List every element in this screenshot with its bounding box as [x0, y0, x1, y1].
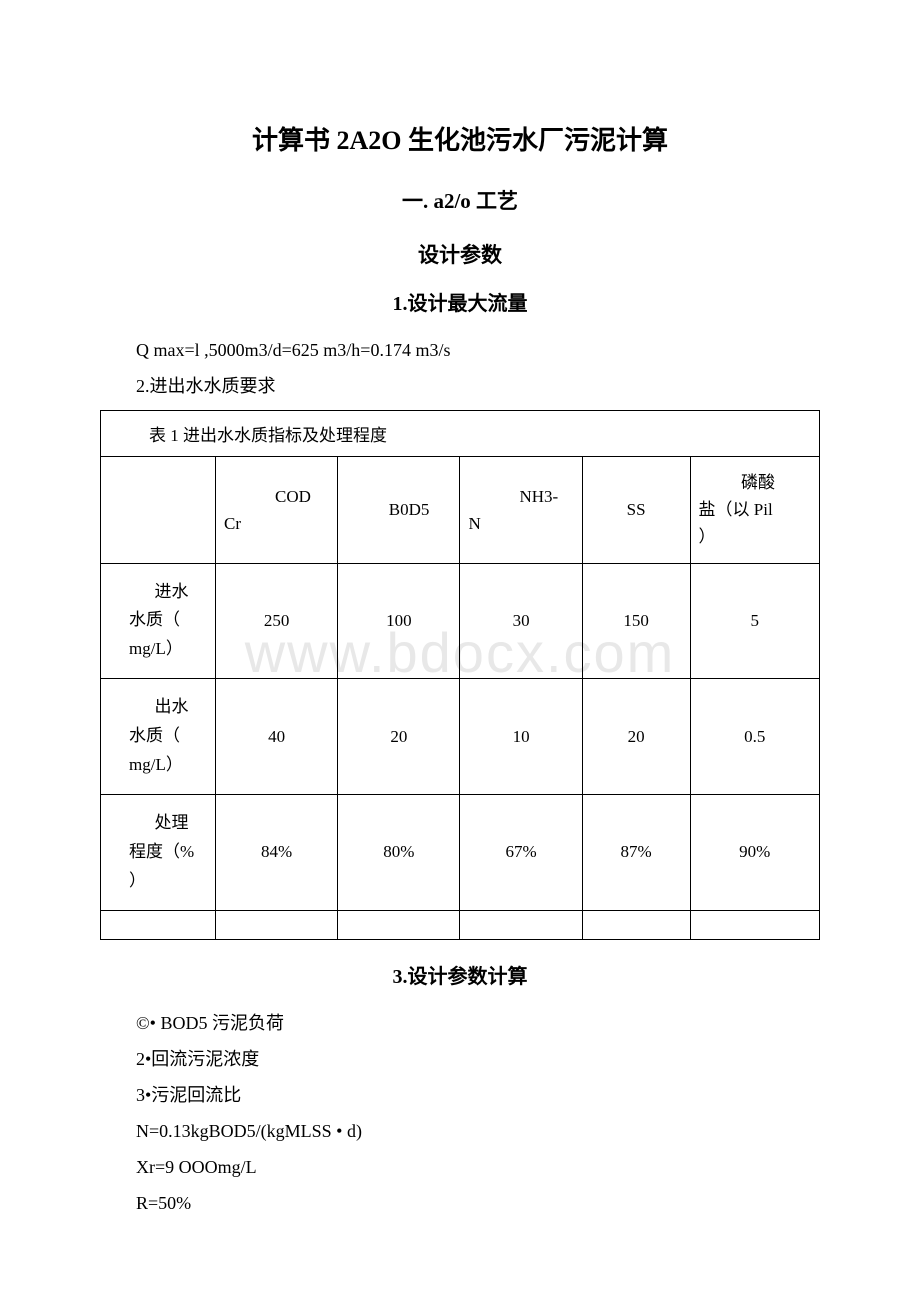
subtitle-process: 一. a2/o 工艺: [100, 185, 820, 215]
table-empty-row: [101, 910, 820, 939]
param-xr-formula: Xr=9 OOOmg/L: [100, 1149, 820, 1185]
header-cod: COD Cr: [216, 457, 338, 564]
table-row: 处理 程度（% ） 84% 80% 67% 87% 90%: [101, 794, 820, 910]
section-1-title: 1.设计最大流量: [100, 287, 820, 316]
param-bod5-load: ©• BOD5 污泥负荷: [100, 1005, 820, 1041]
table-row: 出水 水质（ mg/L） 40 20 10 20 0.5: [101, 679, 820, 795]
header-phosphate: 磷酸 盐（以 Pil ）: [690, 457, 819, 564]
qmax-formula: Q max=l ,5000m3/d=625 m3/h=0.174 m3/s: [100, 332, 820, 368]
row-label-effluent: 出水 水质（ mg/L）: [101, 679, 216, 795]
param-sludge-return-ratio: 3•污泥回流比: [100, 1077, 820, 1113]
table-cell: 90%: [690, 794, 819, 910]
table-cell: 30: [460, 563, 582, 679]
row-label-influent: 进水 水质（ mg/L）: [101, 563, 216, 679]
header-ss: SS: [582, 457, 690, 564]
table-cell: 20: [338, 679, 460, 795]
table-cell: 40: [216, 679, 338, 795]
table-caption: 表 1 进出水水质指标及处理程度: [101, 411, 820, 457]
header-nh3n: NH3- N: [460, 457, 582, 564]
header-empty: [101, 457, 216, 564]
section-2-prefix: 2.进出水水质要求: [100, 368, 820, 404]
table-cell: 0.5: [690, 679, 819, 795]
document-title: 计算书 2A2O 生化池污水厂污泥计算: [100, 120, 820, 157]
section-3-title: 3.设计参数计算: [100, 960, 820, 989]
water-quality-table: 表 1 进出水水质指标及处理程度 COD Cr B0D5 NH3- N SS 磷…: [100, 410, 820, 940]
param-r-formula: R=50%: [100, 1185, 820, 1221]
row-label-removal: 处理 程度（% ）: [101, 794, 216, 910]
table-cell: 150: [582, 563, 690, 679]
param-n-formula: N=0.13kgBOD5/(kgMLSS • d): [100, 1113, 820, 1149]
param-return-sludge-conc: 2•回流污泥浓度: [100, 1041, 820, 1077]
table-cell: 67%: [460, 794, 582, 910]
table-cell: 10: [460, 679, 582, 795]
table-cell: 80%: [338, 794, 460, 910]
subtitle-design-params: 设计参数: [100, 239, 820, 269]
table-cell: 100: [338, 563, 460, 679]
table-row: 进水 水质（ mg/L） 250 100 30 150 5: [101, 563, 820, 679]
table-cell: 87%: [582, 794, 690, 910]
header-bod5: B0D5: [338, 457, 460, 564]
table-cell: 84%: [216, 794, 338, 910]
table-cell: 20: [582, 679, 690, 795]
table-cell: 250: [216, 563, 338, 679]
table-header-row: COD Cr B0D5 NH3- N SS 磷酸 盐（以 Pil ）: [101, 457, 820, 564]
table-cell: 5: [690, 563, 819, 679]
